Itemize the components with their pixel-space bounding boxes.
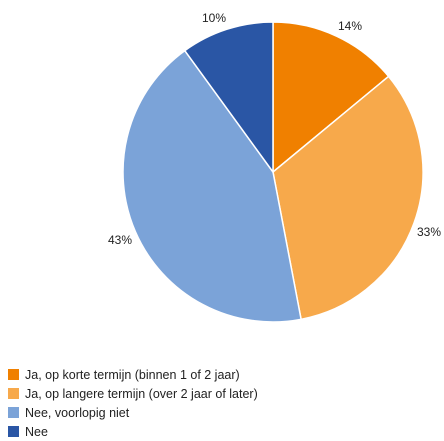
legend-swatch <box>8 426 19 437</box>
pie-slice <box>183 21 274 175</box>
slice-value-label: 33% <box>417 225 441 239</box>
slice-value-label: 14% <box>338 19 362 33</box>
legend-item-ja-langere-termijn: Ja, op langere termijn (over 2 jaar of l… <box>8 384 258 403</box>
legend: Ja, op korte termijn (binnen 1 of 2 jaar… <box>8 365 258 441</box>
legend-item-nee-voorlopig-niet: Nee, voorlopig niet <box>8 403 258 422</box>
legend-swatch <box>8 388 19 399</box>
legend-item-ja-korte-termijn: Ja, op korte termijn (binnen 1 of 2 jaar… <box>8 365 258 384</box>
pie-slices <box>122 21 424 323</box>
pie-slice <box>272 21 390 174</box>
legend-swatch <box>8 407 19 418</box>
legend-label: Ja, op korte termijn (binnen 1 of 2 jaar… <box>25 367 240 382</box>
slice-value-label: 43% <box>108 233 132 247</box>
legend-label: Nee, voorlopig niet <box>25 405 130 420</box>
legend-swatch <box>8 369 19 380</box>
slice-value-label: 10% <box>202 11 226 25</box>
legend-item-nee: Nee <box>8 422 258 441</box>
legend-label: Nee <box>25 424 48 439</box>
pie-value-labels: 14% 33% 43% 10% <box>108 11 441 247</box>
pie-slice <box>272 75 424 321</box>
legend-label: Ja, op langere termijn (over 2 jaar of l… <box>25 386 258 401</box>
pie-chart: 14% 33% 43% 10% <box>108 11 441 323</box>
pie-slice <box>122 49 302 323</box>
